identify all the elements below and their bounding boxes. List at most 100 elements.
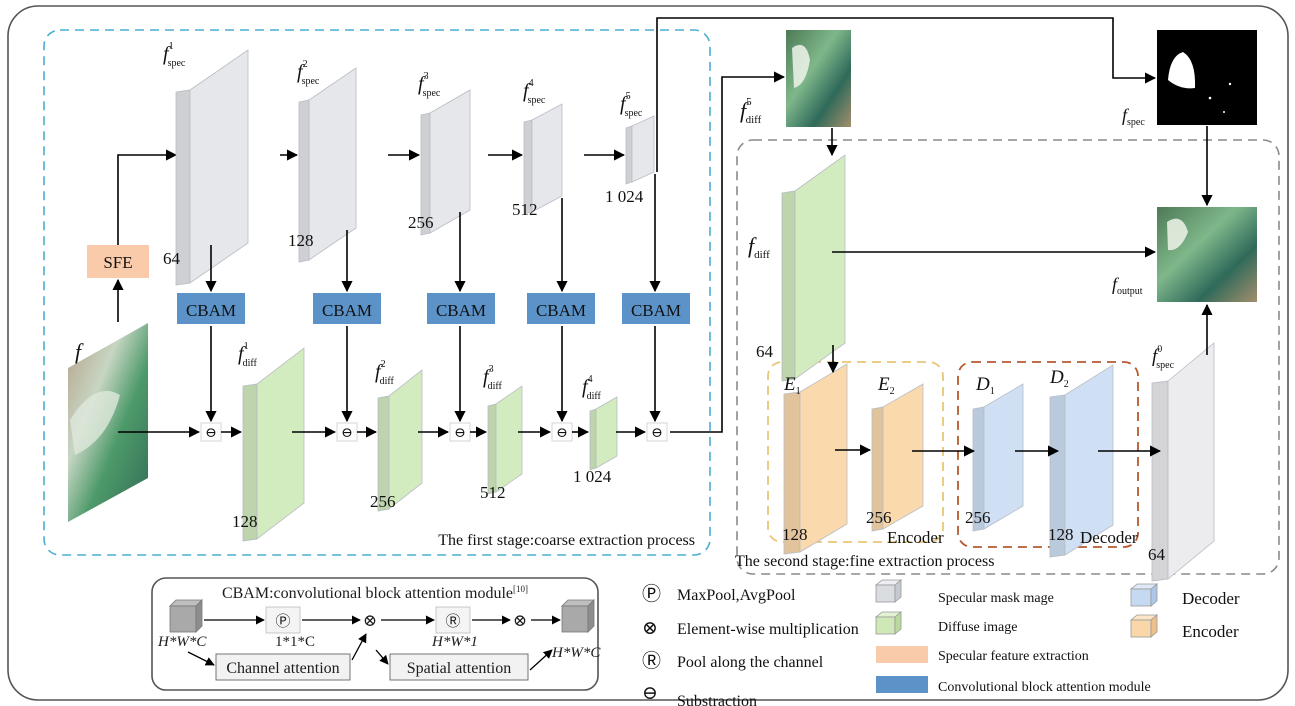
fdiff-label: fdiff — [748, 233, 770, 261]
cbam-label-2: CBAM — [322, 301, 372, 320]
diff-label-4: f4 diff — [582, 374, 601, 402]
diff-channels-3: 512 — [480, 483, 506, 502]
legend-pool-text: MaxPool,AvgPool — [677, 587, 796, 604]
diff-block-1 — [242, 347, 305, 542]
legend-spec-text: Specular mask mage — [938, 591, 1054, 606]
spec-block-2 — [298, 67, 357, 263]
legend-mult-icon: ⊗ — [642, 618, 658, 639]
cbam-label-1: CBAM — [186, 301, 236, 320]
fspec0-block — [1151, 342, 1215, 582]
fdiff-channels: 64 — [756, 342, 774, 361]
encoder-block-e1 — [783, 363, 848, 555]
spec-channels-3: 256 — [408, 213, 434, 232]
cbam-blocks: CBAM CBAM CBAM CBAM CBAM — [177, 293, 690, 324]
cbam-pool-op: Ⓟ — [275, 613, 290, 630]
stage2-arrows — [656, 17, 1213, 457]
sfe-box — [87, 245, 149, 278]
spec-block-1 — [175, 49, 249, 286]
spec-block-3 — [420, 89, 471, 236]
fdiff5-label: f5 diff — [740, 96, 762, 126]
legend-sub-text: Substraction — [677, 693, 757, 706]
input-label: f — [75, 339, 84, 364]
d1-channels: 256 — [965, 508, 991, 527]
spec-channels-4: 512 — [512, 200, 538, 219]
cbam-mult-op-1: ⊗ — [363, 611, 377, 630]
legend-diff-text: Diffuse image — [938, 620, 1017, 635]
channel-attention-box: Channel attention — [226, 660, 339, 677]
cbam-in-dim: H*W*C — [157, 634, 207, 650]
legend-pool-icon: Ⓟ — [642, 583, 661, 605]
fspec0-label: f0 spec — [1152, 344, 1175, 371]
sfe-label: SFE — [103, 253, 132, 272]
stage2-region — [736, 139, 1280, 575]
diff-channels-1: 128 — [232, 512, 258, 531]
subtract-symbol-2: ⊖ — [341, 426, 353, 441]
spec-channels-1: 64 — [163, 249, 181, 268]
legend-cbam-swatch — [876, 676, 928, 693]
diff-label-3: f3 diff — [483, 364, 502, 392]
fspec-label: fspec — [1122, 105, 1145, 128]
e2-label: E2 — [877, 374, 895, 397]
e1-channels: 128 — [782, 525, 808, 544]
diff-channels-2: 256 — [370, 492, 396, 511]
legend-blocks: Specular mask mage Diffuse image Specula… — [874, 579, 1151, 695]
spec-label-5: f5 spec — [620, 91, 643, 119]
fdiff-block — [781, 154, 846, 382]
cbam-label-3: CBAM — [436, 301, 486, 320]
cbam-box-4 — [527, 293, 595, 324]
decoder-block-d1 — [972, 383, 1024, 532]
output-image — [1157, 207, 1257, 302]
cbam-box-1 — [177, 293, 245, 324]
e1-label: E1 — [783, 374, 801, 397]
spec-label-3: f3 spec — [418, 71, 441, 99]
diff-label-2: f2 diff — [375, 359, 394, 387]
diff-blocks: f1 diff 128 f2 diff 256 f3 diff 512 f4 diff 1 024 — [232, 341, 618, 542]
cbam-box-2 — [313, 293, 381, 324]
encoder-label: Encoder — [887, 528, 944, 547]
spec-channels-5: 1 024 — [605, 187, 644, 206]
legend-sfe-swatch — [876, 646, 928, 663]
legend-encoder-text: Encoder — [1182, 622, 1239, 641]
decoder-region — [957, 361, 1139, 548]
e2-channels: 256 — [866, 508, 892, 527]
spatial-attention-box: Spatial attention — [407, 660, 511, 677]
legend-mult-text: Element-wise multiplication — [677, 621, 859, 638]
legend-spec-swatch — [874, 579, 903, 603]
subtract-symbol-3: ⊖ — [454, 426, 466, 441]
d2-label: D2 — [1049, 367, 1069, 390]
legend-diff-swatch — [874, 611, 903, 635]
stage2-blocks — [781, 154, 1215, 582]
cbam-label-4: CBAM — [536, 301, 586, 320]
spec-blocks: f1 spec 64 f2 spec 128 f3 spec 256 f4 spec 512 f5 spe… — [163, 41, 655, 286]
legend-channel-pool-text: Pool along the channel — [677, 654, 824, 671]
spec-block-5 — [625, 115, 655, 185]
cbam-box-3 — [427, 293, 495, 324]
stage1-title: The first stage:coarse extraction proces… — [438, 532, 695, 549]
encoder-block-e2 — [871, 383, 924, 532]
cbam-module-title: CBAM:convolutional block attention modul… — [222, 584, 528, 602]
diff-block-3 — [487, 385, 523, 495]
spec-label-4: f4 spec — [523, 78, 546, 106]
cbam-mult-op-2: ⊗ — [513, 611, 527, 630]
outer-frame — [7, 5, 1289, 701]
legend-sfe-text: Specular feature extraction — [938, 649, 1089, 664]
legend-ops: Ⓟ MaxPool,AvgPool ⊗ Element-wise multipl… — [642, 583, 859, 706]
cbam-label-5: CBAM — [631, 301, 681, 320]
cbam-channel-pool-dim: H*W*1 — [431, 634, 478, 650]
subtract-symbol-1: ⊖ — [205, 426, 217, 441]
fdiff5-image — [786, 30, 851, 127]
d2-channels: 128 — [1048, 525, 1074, 544]
cbam-out-dim: H*W*C — [551, 645, 601, 661]
cbam-box-5 — [622, 293, 690, 324]
subtract-symbol-4: ⊖ — [556, 426, 568, 441]
legend-channel-pool-icon: Ⓡ — [642, 650, 661, 672]
legend-encoder-swatch — [1129, 614, 1159, 638]
encoder-region — [767, 361, 944, 543]
cbam-module-box: CBAM:convolutional block attention modul… — [151, 577, 601, 691]
legend-cbam-text: Convolutional block attention module — [938, 680, 1151, 695]
spec-label-1: f1 spec — [163, 41, 186, 69]
spec-block-4 — [523, 103, 563, 215]
flow-arrows — [118, 149, 661, 438]
cbam-pool-dim: 1*1*C — [275, 634, 315, 650]
